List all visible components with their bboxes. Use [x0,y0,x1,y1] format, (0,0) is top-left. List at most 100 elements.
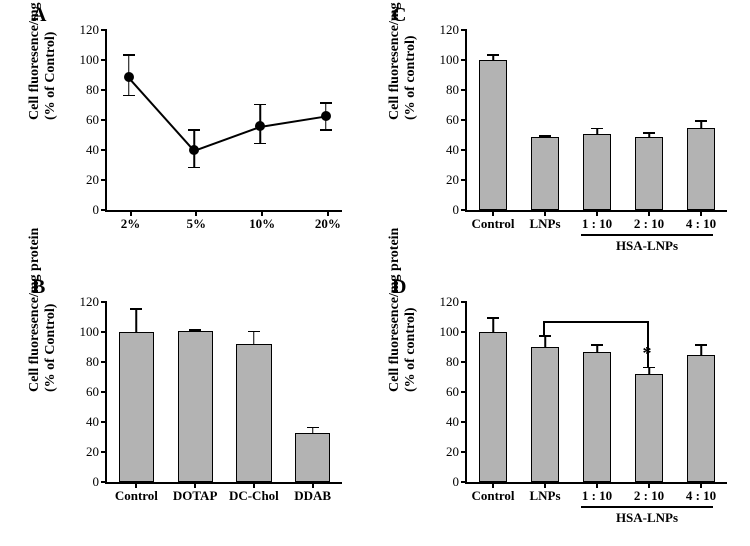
y-tick [101,29,107,31]
x-tick-label: 1 : 10 [582,216,612,232]
y-tick-label: 80 [86,354,99,370]
x-tick-label: DDAB [294,488,331,504]
bar [635,374,664,482]
y-tick-label: 40 [86,142,99,158]
y-tick [461,149,467,151]
x-tick-label: 10% [249,216,275,232]
y-tick [101,361,107,363]
bar [236,344,271,482]
bar [119,332,154,482]
y-tick [461,331,467,333]
x-tick-label: 4 : 10 [686,216,716,232]
bar [479,332,508,482]
error-bar [492,317,494,332]
x-tick-label: DOTAP [173,488,218,504]
y-tick-label: 20 [86,172,99,188]
error-bar [136,308,138,332]
error-bar [544,335,546,347]
error-cap [539,335,551,337]
y-tick-label: 20 [446,172,459,188]
error-cap [487,317,499,319]
y-tick-label: 0 [453,202,460,218]
error-cap [123,95,135,97]
x-tick-label: 5% [187,216,207,232]
y-tick-label: 0 [93,202,100,218]
plot-area-A: 0204060801001202%5%10%20% [105,30,342,212]
group-underline [581,506,714,508]
y-tick [461,451,467,453]
error-cap [643,367,655,369]
x-tick-label: Control [115,488,158,504]
error-cap [130,308,142,310]
y-tick [101,59,107,61]
error-cap [248,331,260,333]
line-marker [321,111,331,121]
plot-area-D: 020406080100120ControlLNPs1 : 102 : 104 … [465,302,727,484]
y-tick-label: 120 [80,294,100,310]
y-tick-label: 40 [446,142,459,158]
y-tick-label: 0 [453,474,460,490]
x-tick-label: DC-Chol [229,488,279,504]
error-bar [700,344,702,355]
group-label: HSA-LNPs [616,510,678,526]
bar [687,128,716,211]
y-tick [461,89,467,91]
error-bar [253,331,255,345]
x-tick-label: LNPs [529,488,560,504]
bar [635,137,664,211]
x-tick-label: 4 : 10 [686,488,716,504]
x-tick-label: 2 : 10 [634,216,664,232]
line-marker [189,145,199,155]
y-tick-label: 60 [86,384,99,400]
y-tick-label: 20 [446,444,459,460]
bar [178,331,213,483]
y-tick-label: 20 [86,444,99,460]
y-tick-label: 40 [446,414,459,430]
y-tick [461,59,467,61]
group-label: HSA-LNPs [616,238,678,254]
y-tick [461,29,467,31]
error-cap [320,102,332,104]
sig-bracket [543,321,647,323]
bar [295,433,330,483]
x-tick-label: Control [471,488,514,504]
x-tick-label: 2 : 10 [634,488,664,504]
bar [687,355,716,483]
sig-star: * [643,343,652,364]
y-tick-label: 60 [446,112,459,128]
y-tick-label: 80 [86,82,99,98]
y-tick-label: 60 [86,112,99,128]
error-cap [591,344,603,346]
y-tick-label: 120 [440,22,460,38]
y-tick [101,301,107,303]
error-cap [539,135,551,137]
bar [583,352,612,483]
bar [531,137,560,211]
x-tick-label: 1 : 10 [582,488,612,504]
error-cap [695,344,707,346]
error-cap [643,132,655,134]
y-tick [461,481,467,483]
error-cap [254,143,266,145]
y-tick [101,481,107,483]
y-tick-label: 0 [93,474,100,490]
y-tick-label: 100 [440,324,460,340]
y-tick [101,149,107,151]
x-tick-label: Control [471,216,514,232]
plot-area-B: 020406080100120ControlDOTAPDC-CholDDAB [105,302,342,484]
y-tick [461,391,467,393]
y-tick [101,209,107,211]
bar [583,134,612,211]
error-cap [254,104,266,106]
y-tick [101,89,107,91]
y-tick [461,179,467,181]
y-tick [461,301,467,303]
y-tick-label: 100 [440,52,460,68]
y-tick [461,361,467,363]
error-cap [487,54,499,56]
x-tick-label: 20% [315,216,341,232]
y-tick-label: 40 [86,414,99,430]
x-tick-label: 2% [121,216,141,232]
error-cap [189,329,201,331]
y-tick [101,421,107,423]
